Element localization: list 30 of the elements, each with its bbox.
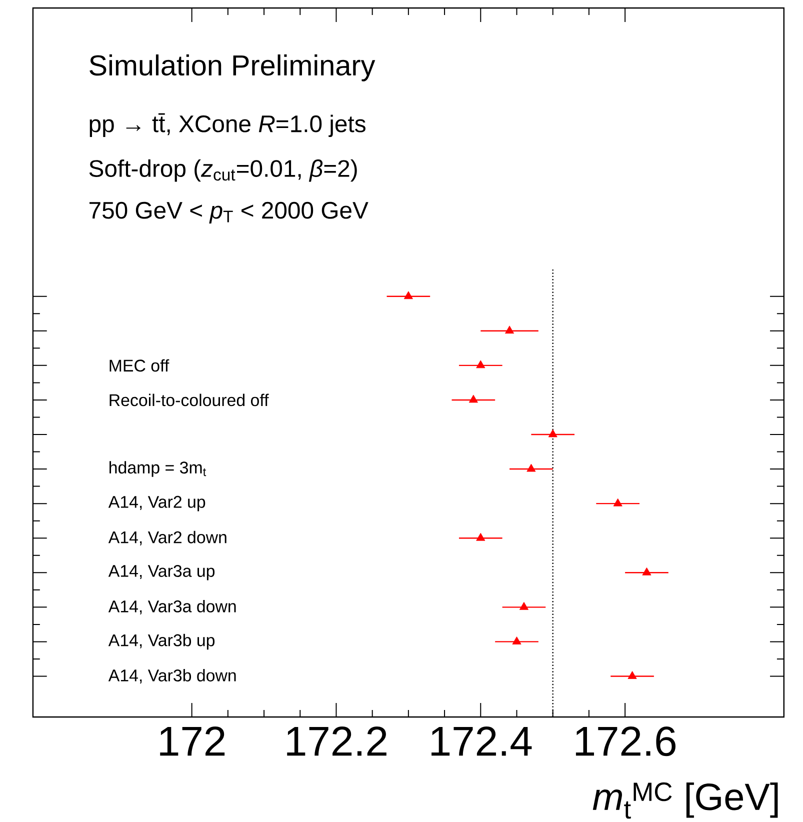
- y-tick-label: A14, Var2 down: [108, 530, 226, 546]
- y-tick-label: A14, Var3b down: [108, 669, 236, 684]
- point: [613, 498, 622, 506]
- x-tick-label: 172.2: [287, 726, 386, 756]
- point: [526, 464, 536, 472]
- point: [548, 429, 558, 438]
- x-tick-label: 172.6: [576, 726, 676, 756]
- text: Soft-drop (z$_{cut}$=0.01, β=2): [89, 159, 357, 182]
- point: [628, 671, 637, 679]
- point: [476, 532, 486, 541]
- point: [404, 291, 414, 300]
- y-tick-label: A14, Var3b up: [108, 634, 215, 650]
- point: [520, 602, 529, 610]
- point: [512, 636, 522, 644]
- y-tick-label: Recoil-to-coloured off: [110, 394, 269, 406]
- text: pp → tt̄, XCone R=1.0 jets: [90, 113, 366, 138]
- y-tick-label: A14, Var3a down: [108, 600, 236, 614]
- x-axis-title: m$_{t}$$^{MC}$ [GeV]: [592, 782, 778, 819]
- point: [642, 567, 652, 576]
- point: [468, 394, 478, 403]
- y-tick-label: A14, Var3a up: [108, 564, 215, 580]
- point: [505, 326, 514, 334]
- y-tick-label: hdamp = 3m$_{t}$: [110, 461, 206, 477]
- y-tick-label: A14, Var2 up: [108, 496, 206, 512]
- y-tick-label: MEC off: [110, 359, 170, 372]
- x-tick-label: 172: [160, 726, 225, 756]
- text: 750 GeV < p$_{T}$ < 2000 GeV: [90, 202, 368, 224]
- x-tick-label: 172.4: [432, 726, 532, 756]
- chart-title: Simulation Preliminary: [90, 54, 376, 82]
- point: [476, 360, 486, 368]
